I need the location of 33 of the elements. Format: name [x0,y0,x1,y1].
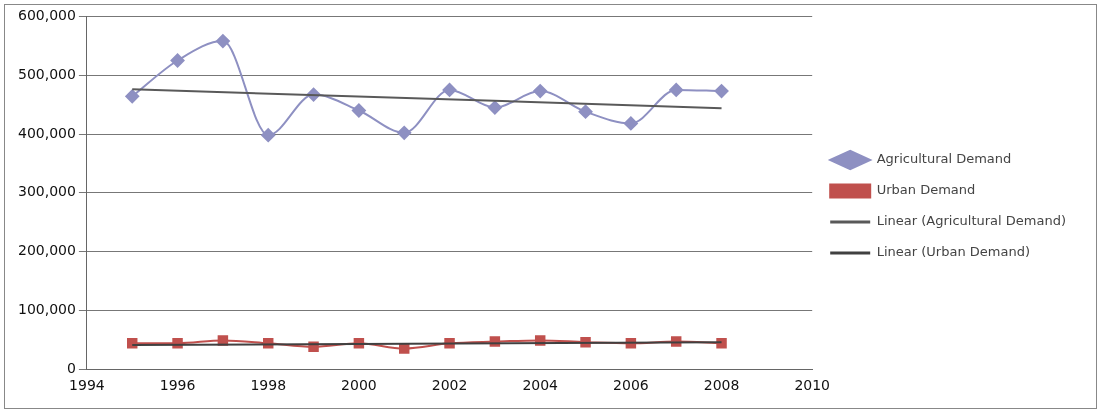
legend-label: Linear (Agricultural Demand) [876,213,1067,229]
point [623,116,638,131]
point [125,89,140,104]
point [669,82,684,97]
x-tick-label: 2008 [703,377,740,394]
y-tick-label: 500,000 [17,65,76,82]
legend-label: Linear (Urban Demand) [876,244,1030,260]
point [170,53,185,68]
y-tick-label: 0 [66,359,76,376]
x-tick-label: 2010 [794,377,831,394]
y-tick-label: 200,000 [17,242,76,259]
x-tick-label: 2004 [522,377,559,394]
point [397,125,412,140]
x-tick-label: 2006 [613,377,649,394]
y-tick-label: 300,000 [17,183,76,200]
point [578,104,593,119]
x-tick-label: 2002 [431,377,468,394]
legend-label: Agricultural Demand [876,151,1012,167]
y-tick-label: 100,000 [17,301,76,318]
point [351,103,366,118]
point [215,34,230,49]
point [487,100,502,115]
legend-label: Urban Demand [876,182,976,198]
point [533,84,548,99]
point [261,128,276,143]
x-tick-label: 1996 [159,377,196,394]
y-tick-label: 400,000 [17,124,76,141]
y-tick-label: 600,000 [17,7,76,24]
x-tick-label: 1998 [250,377,287,394]
x-tick-label: 1994 [69,377,105,394]
point [714,84,729,99]
x-tick-label: 2000 [341,377,377,394]
point [442,82,457,97]
